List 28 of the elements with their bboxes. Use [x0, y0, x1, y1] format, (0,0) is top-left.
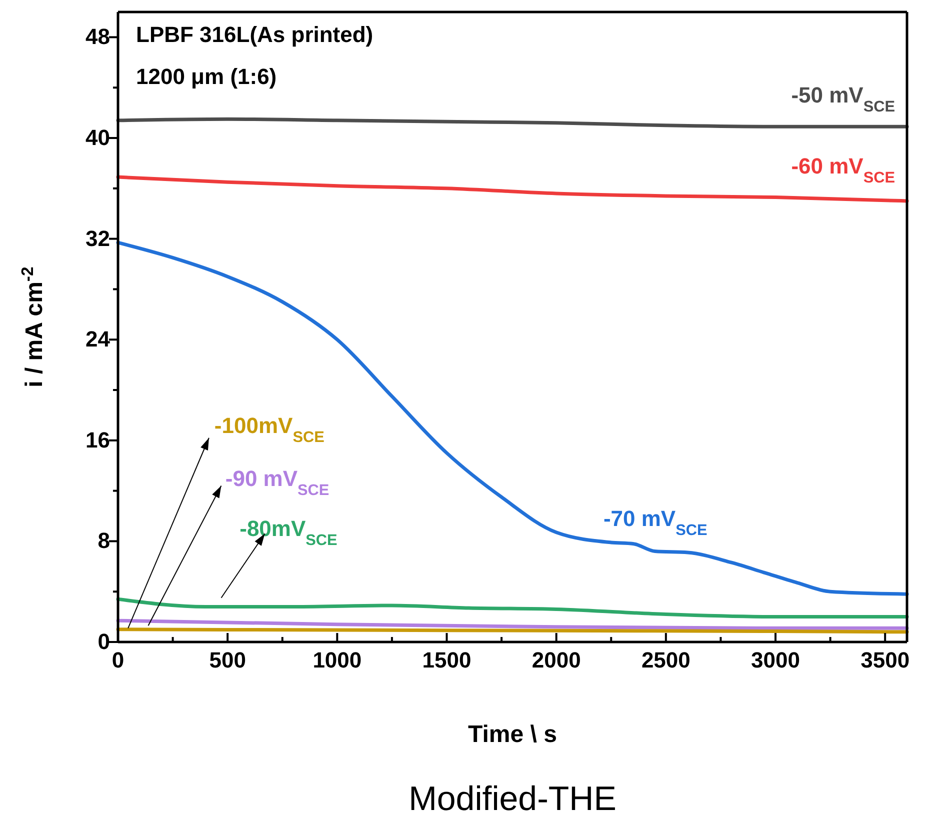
line-series	[116, 618, 909, 630]
text: 1200 μm (1:6)	[136, 64, 277, 89]
y-tick-label: 0	[98, 629, 110, 654]
series-label: -60 mV$_{SCE}$	[791, 153, 895, 186]
line-series	[116, 117, 909, 128]
line-series	[116, 597, 909, 619]
y-tick-label: 16	[86, 427, 110, 452]
text: -80mV$_{SCE}$	[240, 516, 338, 549]
y-tick-label: 24	[86, 326, 111, 352]
x-tick-label: 1500	[422, 648, 472, 673]
series-label: -70 mV$_{SCE}$	[603, 506, 708, 539]
x-tick-label: 3000	[751, 648, 800, 673]
line-series	[116, 240, 909, 596]
y-tick-label: 32	[86, 226, 110, 251]
x-tick-label: 2000	[532, 648, 581, 673]
y-tick-label: 48	[86, 24, 110, 50]
y-tick-label: 8	[98, 528, 110, 554]
x-tick-label: 2500	[641, 648, 690, 673]
text: LPBF 316L(As printed)	[136, 22, 374, 47]
x-tick-label: 500	[209, 648, 246, 673]
x-tick-label: 1000	[312, 648, 362, 673]
series-label: -50 mV$_{SCE}$	[791, 82, 895, 116]
y-tick-label: 40	[86, 125, 110, 150]
x-axis-title: Time \ s	[468, 721, 557, 748]
x-tick-label: 3500	[860, 648, 910, 673]
text: Modified-THE	[408, 780, 616, 816]
text: -100mV$_{SCE}$	[214, 412, 324, 446]
text: -90 mV$_{SCE}$	[225, 466, 330, 498]
